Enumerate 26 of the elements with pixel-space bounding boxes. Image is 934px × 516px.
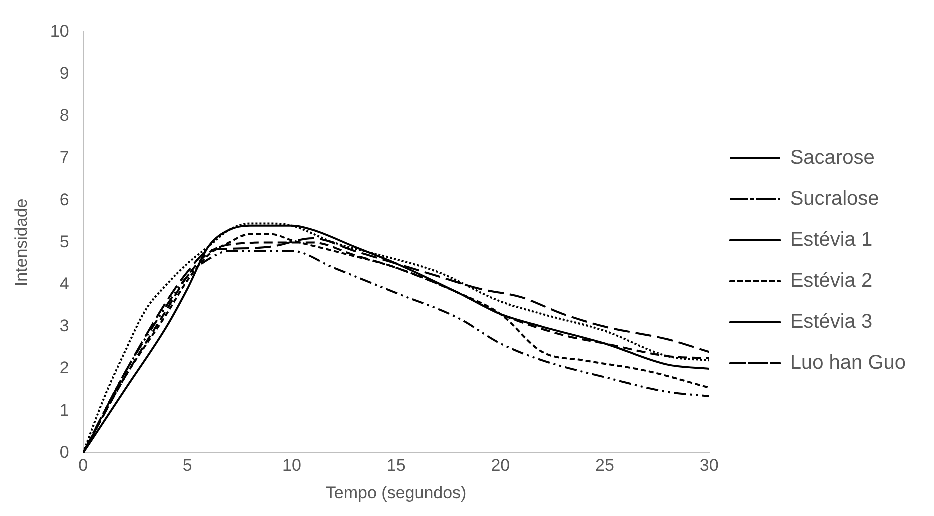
y-tick-label: 0 <box>60 442 70 462</box>
x-tick-label: 20 <box>491 456 510 476</box>
x-tick-label: 0 <box>78 456 88 476</box>
legend-label: Estévia 3 <box>790 311 873 334</box>
y-tick-label: 1 <box>60 400 70 420</box>
y-tick-label: 10 <box>50 22 70 41</box>
y-tick-label: 5 <box>60 232 70 252</box>
x-tick-label: 10 <box>282 456 302 476</box>
y-tick-label: 3 <box>60 316 70 336</box>
legend-label: Estévia 2 <box>790 270 873 292</box>
x-tick-label: 25 <box>596 456 614 476</box>
y-tick-label: 7 <box>60 148 70 168</box>
x-tick-label: 30 <box>700 456 719 476</box>
y-tick-label: 9 <box>60 64 70 83</box>
legend-label: Sucralose <box>790 188 880 210</box>
legend-label: Sacarose <box>790 147 875 170</box>
y-tick-label: 8 <box>60 106 70 126</box>
y-tick-label: 6 <box>60 190 70 210</box>
y-tick-label: 2 <box>60 358 70 378</box>
x-axis-title: Tempo (segundos) <box>326 483 467 502</box>
y-axis-title: Intensidade <box>12 198 31 287</box>
x-tick-label: 15 <box>386 456 406 476</box>
legend-label: Luo han Guo <box>790 352 906 374</box>
legend-label: Estévia 1 <box>790 229 873 252</box>
x-tick-label: 5 <box>182 456 192 476</box>
y-tick-label: 4 <box>60 274 70 294</box>
